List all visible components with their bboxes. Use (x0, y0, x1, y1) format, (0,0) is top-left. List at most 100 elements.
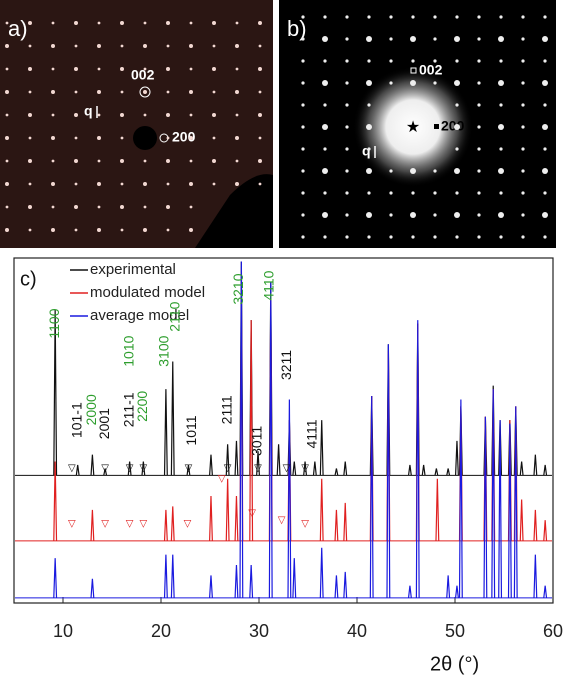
diffraction-spot (301, 125, 305, 129)
diffraction-spot (367, 191, 371, 195)
diffraction-spot (389, 191, 393, 195)
peak (319, 478, 324, 541)
diffraction-spot (345, 235, 349, 239)
x-tick-label: 30 (249, 621, 269, 641)
diffraction-spot (433, 191, 437, 195)
diffraction-spot (411, 235, 415, 239)
peak (170, 554, 175, 598)
peak-marker: ▽ (254, 463, 262, 474)
diffraction-spot (51, 205, 55, 209)
diffraction-spot (97, 21, 101, 25)
peak (292, 461, 297, 476)
diffraction-spot (212, 67, 216, 71)
diffraction-spot (411, 15, 415, 19)
diffraction-spot (345, 81, 349, 85)
diffraction-spot (542, 80, 548, 86)
diffraction-spot (498, 36, 504, 42)
diffraction-spot (74, 90, 78, 94)
diffraction-spot (212, 21, 216, 25)
diffraction-spot (97, 228, 101, 232)
diffraction-spot (166, 228, 170, 232)
peak (415, 320, 420, 598)
diffraction-spot (389, 169, 393, 173)
diffraction-spot (120, 90, 124, 94)
diffraction-spot (301, 235, 305, 239)
peak (407, 464, 412, 476)
diffraction-spot (521, 213, 525, 217)
diffraction-spot (97, 67, 101, 71)
diffraction-spot (166, 136, 170, 140)
diffraction-spot (433, 37, 437, 41)
diffraction-spot (143, 228, 147, 232)
peak (141, 461, 146, 476)
diffraction-spot (367, 15, 371, 19)
diffraction-spot (433, 81, 437, 85)
diffraction-spot (120, 205, 124, 209)
peak (163, 554, 168, 598)
diffraction-spot (120, 159, 124, 163)
diffraction-spot (189, 182, 193, 186)
diffraction-spot (235, 182, 239, 186)
peak (292, 558, 297, 598)
diffraction-spot (166, 182, 170, 186)
diffraction-spot (5, 136, 9, 140)
peak (435, 478, 440, 541)
peak-marker: ▽ (101, 463, 109, 474)
x-tick-label: 50 (445, 621, 465, 641)
diffraction-spot (345, 15, 349, 19)
diffraction-spot (477, 169, 481, 173)
diffraction-spot (499, 235, 503, 239)
spot-marker (434, 124, 439, 129)
diffraction-spot (543, 15, 547, 19)
diffraction-spot (454, 80, 460, 86)
diffraction-spot (97, 159, 101, 163)
spot-label: 200 (172, 129, 196, 145)
diffraction-spot (323, 15, 327, 19)
diffraction-spot (258, 182, 262, 186)
diffraction-spot (143, 113, 147, 117)
diffraction-spot (322, 168, 328, 174)
hkl-label: 4110 (260, 270, 276, 300)
x-tick-label: 60 (543, 621, 563, 641)
diffraction-spot (166, 21, 170, 25)
peak (127, 461, 132, 476)
peak (90, 509, 95, 541)
peak (239, 261, 244, 598)
q-label: q (362, 143, 371, 159)
peak (543, 520, 548, 541)
diffraction-spot (411, 59, 415, 63)
diffraction-spot (345, 125, 349, 129)
diffraction-spot (28, 67, 32, 71)
diffraction-spot (322, 212, 328, 218)
diffraction-spot (74, 182, 78, 186)
diffraction-spot (521, 103, 525, 107)
diffraction-spot (51, 21, 55, 25)
diffraction-spot (410, 80, 416, 86)
peak-marker: ▽ (140, 463, 148, 474)
diffraction-spot (51, 113, 55, 117)
diffraction-spot (120, 182, 124, 186)
peak (434, 468, 439, 476)
peak (343, 571, 348, 598)
diffraction-spot (97, 136, 101, 140)
peak (421, 464, 426, 476)
diffraction-spot (499, 15, 503, 19)
diffraction-spot (454, 124, 460, 130)
diffraction-spot (301, 213, 305, 217)
x-tick-label: 20 (151, 621, 171, 641)
center-star: ★ (406, 119, 420, 136)
diffraction-spot (433, 15, 437, 19)
diffraction-spot (28, 113, 32, 117)
diffraction-spot (367, 59, 371, 63)
diffraction-spot (498, 168, 504, 174)
peak (163, 509, 168, 541)
hkl-label: 3210 (230, 273, 246, 304)
peak (225, 478, 230, 541)
peak (369, 395, 374, 598)
plot-frame (13, 257, 554, 604)
diffraction-spot (235, 21, 239, 25)
diffraction-spot (521, 37, 525, 41)
diffraction-spot (212, 136, 216, 140)
peak (533, 509, 538, 541)
diffraction-spot (345, 213, 349, 217)
